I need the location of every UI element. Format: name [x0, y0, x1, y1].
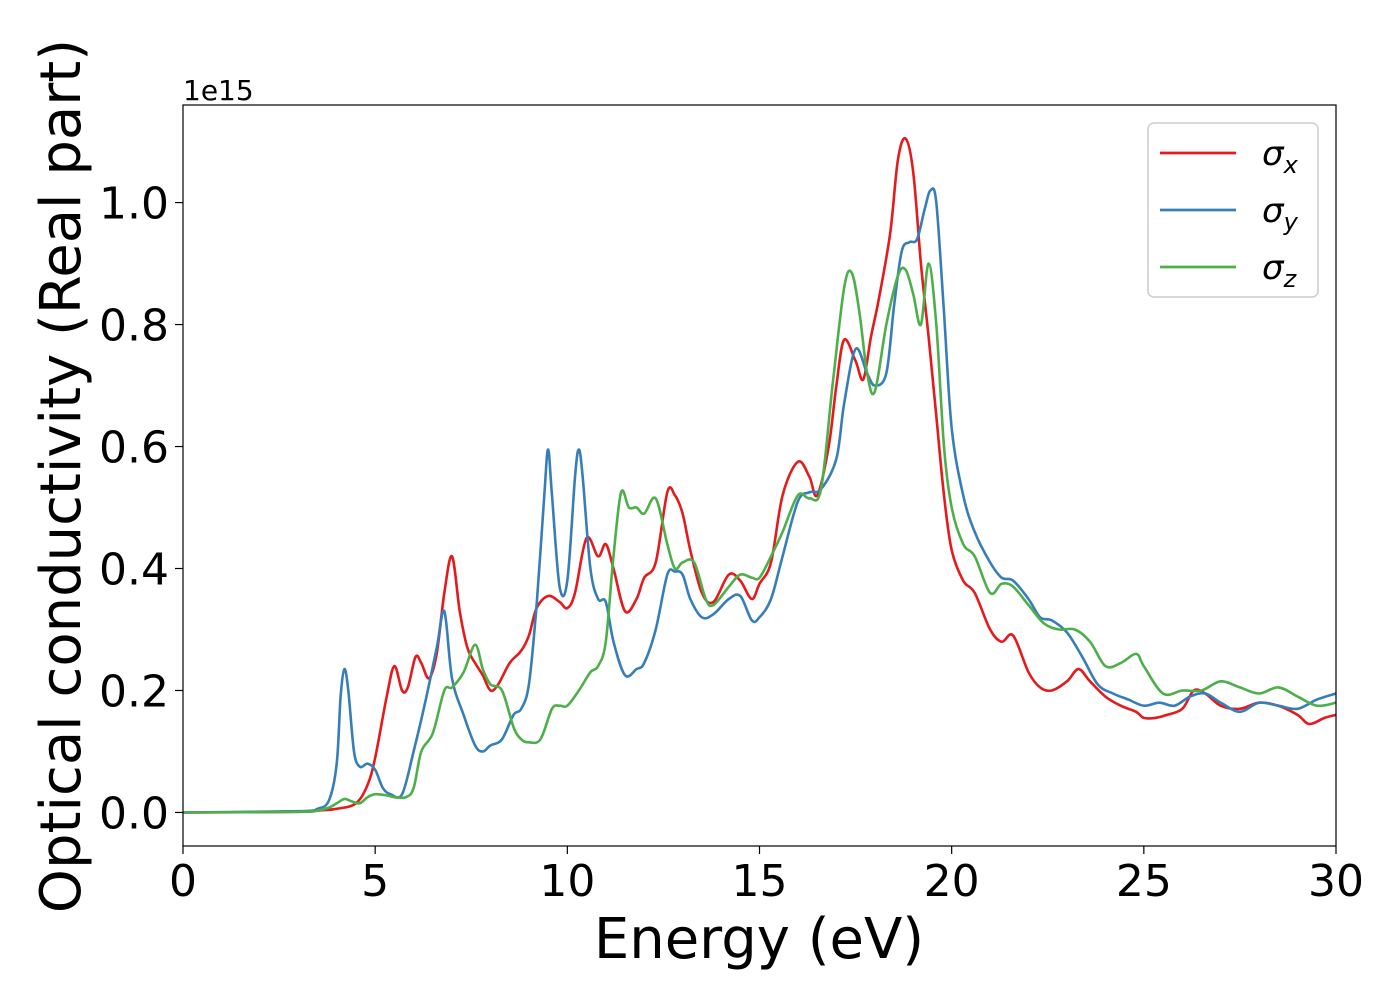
series-line-sigma-z — [183, 262, 1336, 814]
x-axis-label: Energy (eV) — [594, 907, 924, 972]
y-tick-label: 0.0 — [99, 788, 169, 839]
x-axis-ticks: 0 5 10 15 20 25 30 — [169, 846, 1364, 907]
y-tick-label: 0.6 — [99, 423, 169, 474]
y-tick-label: 0.4 — [99, 545, 169, 596]
legend: σx σy σz — [1147, 122, 1319, 298]
y-tick-label: 0.8 — [99, 301, 169, 352]
series-layer — [183, 136, 1336, 814]
x-tick-label: 20 — [924, 856, 980, 907]
legend-label-sigma-z: σz — [1262, 248, 1298, 293]
x-tick-label: 30 — [1308, 856, 1364, 907]
y-tick-label: 0.2 — [99, 666, 169, 717]
y-offset-label: 1e15 — [183, 74, 254, 107]
series-line-sigma-y — [183, 187, 1336, 814]
legend-label-sigma-x: σx — [1262, 134, 1299, 179]
y-axis-ticks: 0.0 0.2 0.4 0.6 0.8 1.0 — [99, 179, 183, 839]
x-tick-label: 15 — [732, 856, 788, 907]
x-tick-label: 10 — [539, 856, 595, 907]
x-tick-label: 25 — [1116, 856, 1172, 907]
y-tick-label: 1.0 — [99, 179, 169, 230]
series-line-sigma-x — [183, 136, 1336, 814]
x-tick-label: 0 — [169, 856, 197, 907]
legend-label-sigma-y: σy — [1262, 191, 1299, 236]
x-tick-label: 5 — [361, 856, 389, 907]
y-axis-label: Optical conductivity (Real part) — [29, 39, 94, 913]
